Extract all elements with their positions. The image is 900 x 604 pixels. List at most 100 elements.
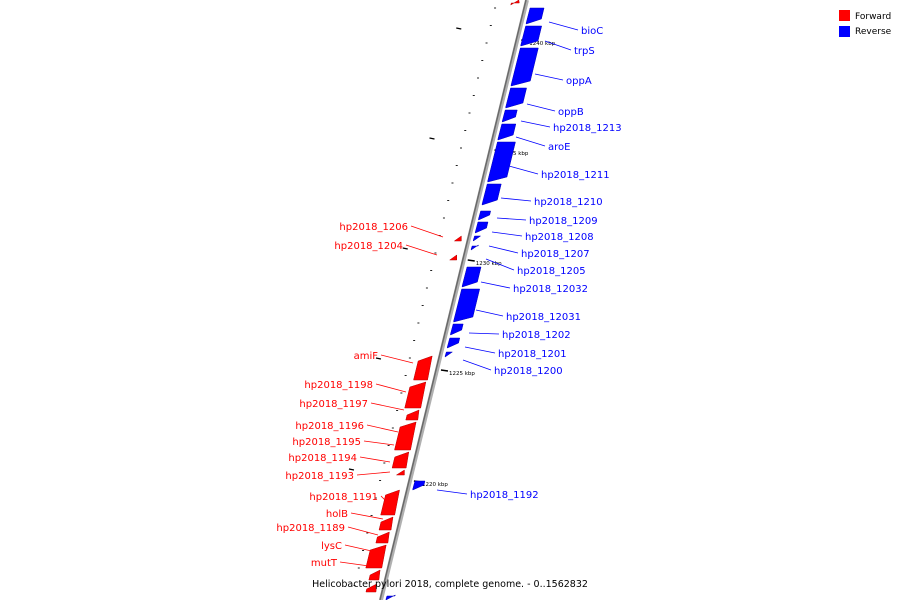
forward-gene-feature[interactable] [453, 235, 462, 242]
reverse-gene-feature[interactable] [475, 221, 489, 234]
gene-label[interactable]: mutT [311, 558, 338, 569]
gene-label[interactable]: lysC [321, 541, 342, 552]
gene-label[interactable]: hp2018_1200 [494, 366, 563, 377]
forward-gene-feature[interactable] [510, 0, 520, 6]
forward-gene-feature[interactable] [365, 544, 387, 569]
leader-line [526, 103, 556, 112]
legend-forward-label: Forward [855, 12, 891, 22]
gene-label[interactable]: oppB [558, 107, 584, 118]
leader-line [380, 495, 386, 501]
gene-label[interactable]: hp2018_1205 [517, 266, 586, 277]
tick-mark [348, 468, 355, 471]
reverse-gene-feature[interactable] [385, 594, 396, 601]
map-caption: Helicobacter pylori 2018, complete genom… [312, 579, 588, 590]
forward-gene-feature[interactable] [368, 569, 381, 581]
reverse-gene-feature[interactable] [481, 183, 502, 206]
legend-reverse[interactable]: Reverse [839, 26, 892, 37]
reverse-gene-feature[interactable] [510, 47, 539, 87]
gene-label[interactable]: hp2018_1189 [276, 523, 345, 534]
leader-line [544, 40, 572, 51]
gene-label[interactable]: hp2018_1197 [299, 399, 368, 410]
leader-line [548, 21, 579, 31]
leader-line [464, 346, 496, 354]
leader-line [375, 383, 407, 393]
gene-label[interactable]: trpS [574, 46, 595, 57]
gene-label[interactable]: holB [326, 509, 348, 520]
reverse-gene-feature[interactable] [505, 87, 527, 109]
gene-label[interactable]: aroE [548, 142, 570, 153]
leader-line [380, 354, 414, 364]
gene-label[interactable]: hp2018_1194 [288, 453, 357, 464]
gene-label[interactable]: hp2018_1195 [292, 437, 361, 448]
gene-label[interactable]: hp2018_1191 [309, 492, 378, 503]
forward-gene-feature[interactable] [395, 469, 405, 476]
legend-reverse-label: Reverse [855, 27, 892, 37]
reverse-gene-feature[interactable] [412, 480, 426, 491]
forward-gene-feature[interactable] [448, 254, 457, 261]
reverse-gene-feature[interactable] [450, 323, 464, 336]
backbone [379, 0, 529, 601]
reverse-gene-feature[interactable] [502, 109, 518, 123]
legend-reverse-swatch [839, 26, 850, 37]
gene-features [365, 0, 545, 601]
gene-label[interactable]: hp2018_1206 [339, 222, 408, 233]
gene-label[interactable]: amiF [354, 351, 379, 362]
gene-label[interactable]: hp2018_1192 [470, 490, 539, 501]
forward-gene-feature[interactable] [413, 355, 433, 381]
leader-line [347, 526, 379, 536]
gene-label[interactable]: hp2018_1201 [498, 349, 567, 360]
forward-gene-feature[interactable] [375, 531, 390, 544]
leader-line [480, 281, 511, 289]
tick-mark [467, 259, 475, 262]
gene-label[interactable]: hp2018_1207 [521, 249, 590, 260]
gene-label[interactable]: oppA [566, 76, 592, 87]
leader-line [356, 471, 391, 476]
leader-line [363, 440, 395, 446]
reverse-gene-feature[interactable] [525, 7, 545, 25]
forward-gene-feature[interactable] [405, 409, 420, 421]
tick-label: 1235 kbp [503, 151, 529, 157]
leader-line [410, 225, 444, 238]
tick-label: 1220 kbp [422, 482, 448, 488]
reverse-gene-feature[interactable] [487, 141, 516, 183]
gene-label[interactable]: bioC [581, 26, 603, 37]
tick-label: 1240 kbp [529, 41, 555, 47]
gene-label[interactable]: hp2018_1198 [304, 380, 373, 391]
leader-line [405, 244, 438, 256]
legend-forward[interactable]: Forward [839, 10, 891, 22]
gene-label[interactable]: hp2018_1211 [541, 170, 610, 181]
leader-line [468, 332, 500, 335]
forward-gene-feature[interactable] [404, 381, 427, 409]
reverse-gene-feature[interactable] [453, 288, 480, 323]
leader-line [350, 512, 384, 520]
gene-label[interactable]: hp2018_12032 [513, 284, 588, 295]
gene-label[interactable]: hp2018_1208 [525, 232, 594, 243]
reverse-gene-feature[interactable] [478, 210, 491, 221]
reverse-gene-feature[interactable] [470, 244, 479, 251]
gene-label[interactable]: hp2018_1196 [295, 421, 364, 432]
reverse-gene-feature[interactable] [447, 337, 461, 349]
forward-gene-feature[interactable] [380, 489, 400, 516]
forward-gene-feature[interactable] [391, 451, 410, 469]
legend: Forward Reverse [839, 10, 892, 37]
reverse-gene-feature[interactable] [461, 266, 482, 288]
gene-label[interactable]: hp2018_1209 [529, 216, 598, 227]
forward-gene-feature[interactable] [378, 516, 394, 531]
reverse-gene-feature[interactable] [473, 235, 482, 242]
gene-label[interactable]: hp2018_1202 [502, 330, 571, 341]
leader-line [344, 544, 377, 553]
reverse-gene-feature[interactable] [520, 25, 542, 47]
gene-label[interactable]: hp2018_12031 [506, 312, 581, 323]
reverse-gene-feature[interactable] [444, 351, 454, 358]
gene-label[interactable]: hp2018_1204 [334, 241, 403, 252]
gene-label[interactable]: hp2018_1210 [534, 197, 603, 208]
legend-forward-swatch [839, 10, 850, 21]
forward-gene-feature[interactable] [365, 583, 377, 593]
reverse-gene-feature[interactable] [497, 123, 517, 141]
gene-label[interactable]: hp2018_1213 [553, 123, 622, 134]
gene-label[interactable]: hp2018_1193 [285, 471, 354, 482]
forward-gene-feature[interactable] [394, 421, 417, 451]
leader-line [515, 136, 546, 147]
